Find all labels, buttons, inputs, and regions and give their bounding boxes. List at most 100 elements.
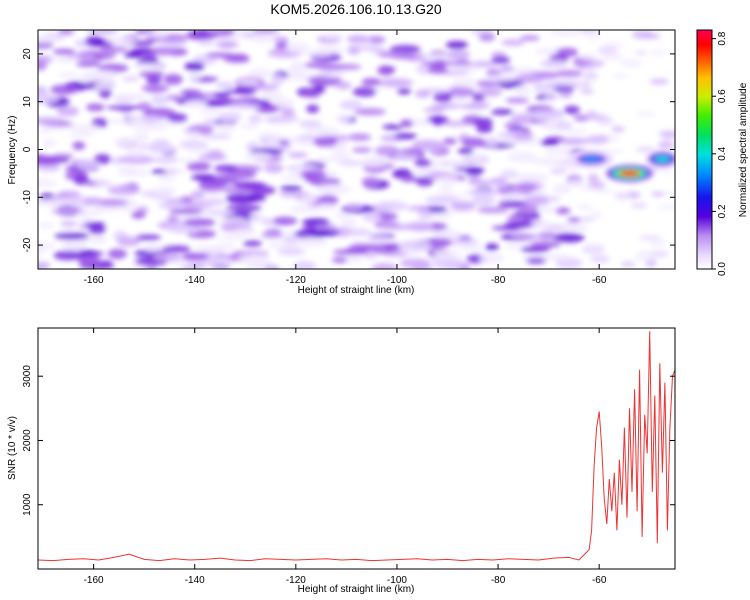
heatmap-noise-cell [211,92,230,99]
heatmap-noise-cell [506,151,537,163]
heatmap-noise-cell [266,242,299,249]
heatmap-noise-cell [271,114,299,123]
heatmap-noise-cell [38,34,58,44]
heatmap-noise-cell [479,253,505,264]
heatmap-noise-cell [587,173,599,182]
heatmap-y-tick-label: 0 [22,146,33,152]
heatmap-noise-cell [85,103,105,112]
heatmap-noise-cell [280,185,303,192]
heatmap-noise-cell [248,68,273,78]
heatmap-noise-cell [225,193,259,204]
heatmap-noise-cell [390,53,418,60]
colorbar-gradient [696,29,713,270]
heatmap-noise-cell [530,241,561,248]
heatmap-noise-cell [141,84,170,93]
heatmap-noise-cell [38,127,53,134]
heatmap-noise-cell [293,260,317,269]
heatmap-noise-cell [180,262,203,269]
heatmap-noise-cell [184,99,208,108]
heatmap-noise-cell [466,188,499,198]
heatmap-noise-cell [421,60,457,66]
heatmap-noise-cell [331,257,348,263]
heatmap-noise-cell [483,137,500,147]
heatmap-noise-cell [205,52,235,58]
heatmap-noise-cell [476,124,493,134]
heatmap-noise-cell [185,130,202,140]
heatmap-noise-cell [471,195,495,207]
heatmap-noise-cell [222,188,254,194]
heatmap-noise-cell [344,228,373,237]
heatmap-noise-cell [273,216,298,226]
heatmap-noise-cell [627,191,641,199]
heatmap-noise-cell [322,32,343,39]
heatmap-noise-cell [335,114,351,123]
heatmap-noise-cell [555,69,583,78]
heatmap-noise-cell [272,36,290,43]
colorbar-tick-label: 0.6 [717,89,728,103]
heatmap-noise-cell [68,132,94,138]
heatmap-noise-cell [106,104,142,111]
heatmap-noise-cell [612,73,630,79]
heatmap-noise-cell [313,136,338,147]
heatmap-noise-cell [315,156,335,163]
heatmap-noise-cell [307,75,343,87]
heatmap-y-tick-label: 20 [22,48,33,60]
heatmap-noise-cell [638,235,662,241]
heatmap-noise-cell [465,167,484,176]
heatmap-signal-cell [581,156,602,162]
heatmap-y-tick-label: -10 [22,190,33,205]
heatmap-noise-cell [585,135,609,145]
heatmap-noise-cell [452,78,477,88]
heatmap-noise-cell [142,107,176,119]
heatmap-noise-cell [317,194,339,206]
heatmap-noise-cell [594,188,615,194]
heatmap-noise-cell [262,141,282,147]
heatmap-noise-cell [157,175,176,182]
heatmap-noise-cell [578,186,598,192]
heatmap-noise-cell [362,212,382,222]
snr-x-axis: -160 -140 -120 -100 -80 -60 [84,328,607,586]
heatmap-noise-cell [461,137,486,148]
heatmap-noise-cell [490,109,514,115]
heatmap-noise-cell [415,176,434,187]
heatmap-noise-cell [277,247,306,256]
heatmap-noise-cell [504,174,533,180]
heatmap-x-axis-label: Height of straight line (km) [298,285,415,296]
heatmap-noise-cell [366,35,386,44]
heatmap-noise-cell [83,197,104,206]
heatmap-noise-cell [50,208,86,214]
heatmap-noise-cell [126,149,147,157]
heatmap-noise-cell [415,89,431,98]
heatmap-noise-cell [490,177,508,185]
heatmap-noise-cell [151,94,170,106]
heatmap-noise-cell [232,228,257,237]
heatmap-noise-cell [635,250,658,257]
heatmap-noise-cell [123,51,143,59]
heatmap-noise-cell [620,59,643,68]
heatmap-noise-cell [134,143,165,149]
heatmap-noise-cell [505,243,523,250]
heatmap-x-tick-label: -140 [185,275,205,286]
heatmap-noise-cell [345,203,363,211]
heatmap-noise-cell [602,52,624,61]
heatmap-noise-cell [431,115,446,126]
heatmap-noise-cell [432,258,469,269]
heatmap-noise-cell [361,176,380,187]
heatmap-noise-cell [381,223,412,231]
heatmap-noise-cell [427,65,448,74]
heatmap-noise-cell [503,192,526,199]
snr-y-tick-label: 2000 [22,429,33,452]
heatmap-noise-cell [181,252,209,261]
heatmap-noise-cell [397,88,412,95]
heatmap-noise-cell [58,30,74,36]
heatmap-noise-cell [442,121,470,127]
heatmap-noise-cell [118,155,155,165]
heatmap-noise-cell [578,216,595,223]
heatmap-noise-cell [168,208,204,215]
heatmap-noise-cell [52,48,76,56]
heatmap-noise-cell [61,239,87,251]
heatmap-noise-cell [91,117,108,128]
heatmap-noise-cell [91,234,107,245]
heatmap-noise-cell [285,42,310,54]
